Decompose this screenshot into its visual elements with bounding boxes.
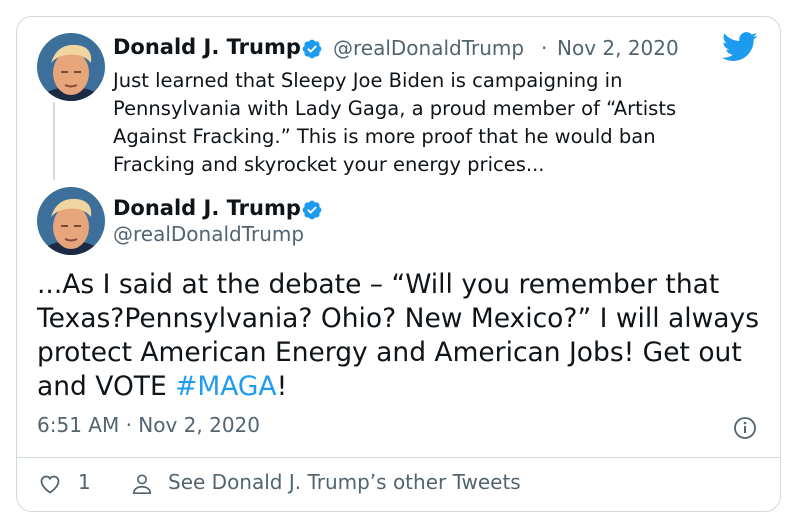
twitter-bird-icon[interactable] [722,32,758,62]
reply-handle[interactable]: @realDonaldTrump [333,36,525,60]
main-tweet-text: ...As I said at the debate – “Will you r… [37,268,767,404]
tweet-embed-card [16,16,781,512]
main-handle[interactable]: @realDonaldTrump [113,222,305,246]
reply-separator: · [541,36,548,60]
avatar[interactable] [37,33,105,101]
main-tweet-text-body: ...As I said at the debate – “Will you r… [37,269,760,402]
verified-badge-icon [302,200,322,220]
person-icon[interactable] [131,471,153,497]
footer-divider [17,457,780,458]
avatar[interactable] [37,187,105,255]
main-display-name[interactable]: Donald J. Trump [113,196,301,220]
like-count[interactable]: 1 [78,470,91,494]
tweet-timestamp[interactable]: 6:51 AM · Nov 2, 2020 [37,413,261,437]
hashtag-link[interactable]: #MAGA [175,371,277,402]
info-icon[interactable] [733,416,757,440]
heart-icon[interactable] [37,472,63,496]
thread-connector-line [53,102,55,180]
reply-date[interactable]: Nov 2, 2020 [557,36,679,60]
reply-tweet-text: Just learned that Sleepy Joe Biden is ca… [113,69,677,176]
verified-badge-icon [302,39,322,59]
main-tweet-text-end: ! [276,371,288,402]
see-other-tweets-link[interactable]: See Donald J. Trump’s other Tweets [168,470,521,494]
reply-display-name[interactable]: Donald J. Trump [113,35,301,59]
